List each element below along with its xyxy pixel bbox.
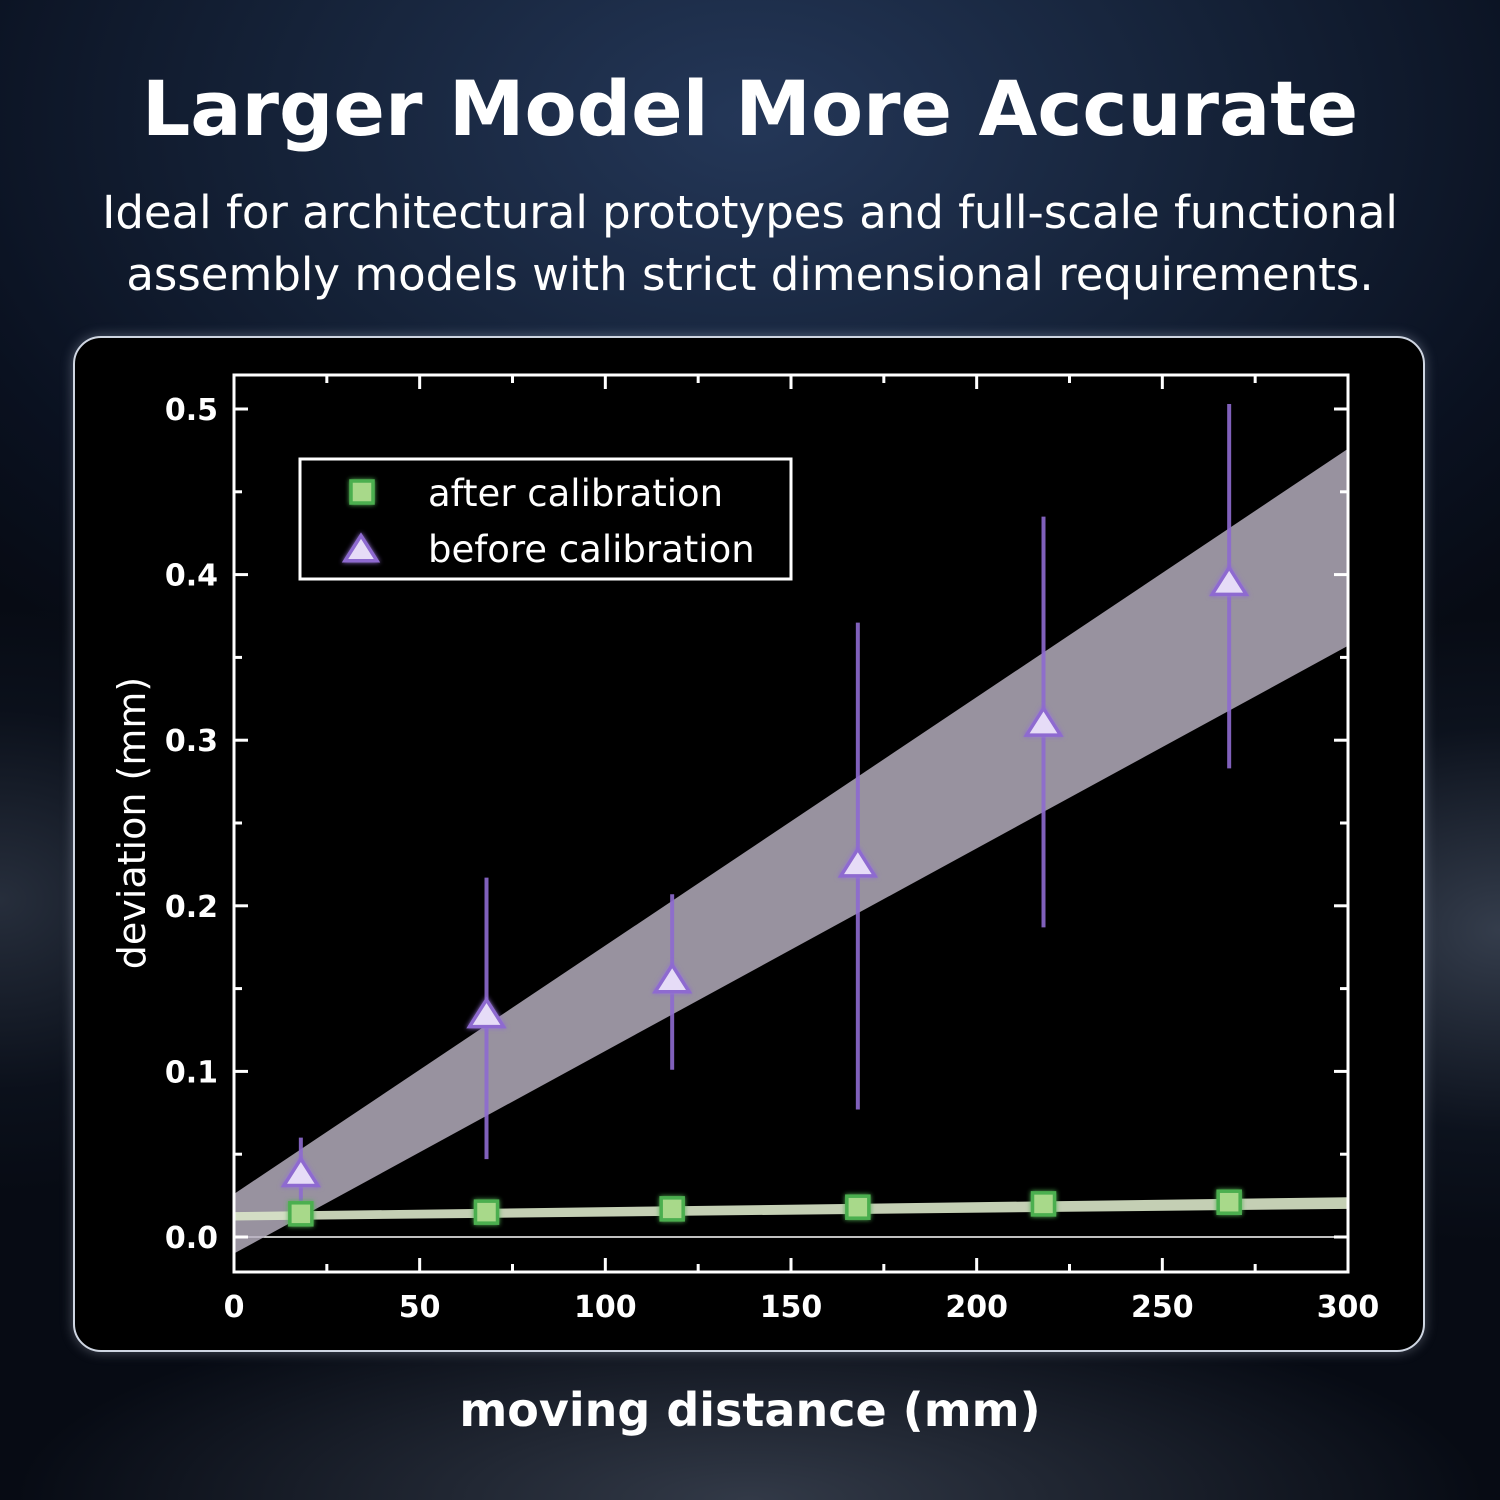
legend-marker-after-calibration — [349, 479, 375, 505]
x-tick-label: 100 — [574, 1290, 637, 1325]
y-tick-label: 0.0 — [165, 1221, 218, 1256]
point-after-calibration — [659, 1196, 685, 1222]
point-after-calibration — [288, 1201, 314, 1227]
point-after-calibration — [473, 1199, 500, 1225]
point-after-calibration — [1216, 1189, 1242, 1215]
x-tick-label: 150 — [760, 1290, 823, 1325]
legend-box — [298, 457, 793, 581]
fit-band-after-calibration — [234, 1197, 1348, 1221]
point-after-calibration — [1030, 1191, 1057, 1217]
legend: after calibration before calibration — [298, 457, 793, 581]
subtitle-line-2: assembly models with strict dimensional … — [126, 248, 1374, 301]
y-axis-title: deviation (mm) — [110, 677, 154, 969]
subtitle-line-1: Ideal for architectural prototypes and f… — [102, 186, 1398, 239]
legend-marker-before-calibration — [341, 532, 381, 563]
point-before-calibration — [1208, 564, 1250, 597]
legend-label-before-calibration: before calibration — [428, 528, 755, 571]
y-tick-label: 0.4 — [165, 559, 218, 594]
page-subtitle: Ideal for architectural prototypes and f… — [0, 182, 1500, 306]
page-title: Larger Model More Accurate — [141, 64, 1359, 153]
x-tick-label: 300 — [1317, 1290, 1380, 1325]
y-tick-label: 0.5 — [165, 393, 218, 428]
fit-band-before-calibration — [234, 448, 1348, 1254]
point-after-calibration — [845, 1194, 871, 1220]
point-before-calibration — [466, 996, 507, 1029]
x-tick-label: 0 — [224, 1290, 245, 1325]
legend-label-after-calibration: after calibration — [428, 472, 723, 515]
x-tick-label: 200 — [945, 1290, 1008, 1325]
y-tick-label: 0.3 — [165, 724, 218, 759]
point-before-calibration — [280, 1155, 322, 1188]
x-tick-label: 250 — [1131, 1290, 1194, 1325]
x-tick-label: 50 — [399, 1290, 441, 1325]
point-before-calibration — [1023, 705, 1064, 737]
x-axis-title: moving distance (mm) — [459, 1383, 1041, 1437]
point-before-calibration — [837, 845, 879, 878]
point-before-calibration — [651, 961, 693, 994]
y-tick-label: 0.1 — [165, 1055, 218, 1090]
y-tick-label: 0.2 — [165, 890, 218, 925]
